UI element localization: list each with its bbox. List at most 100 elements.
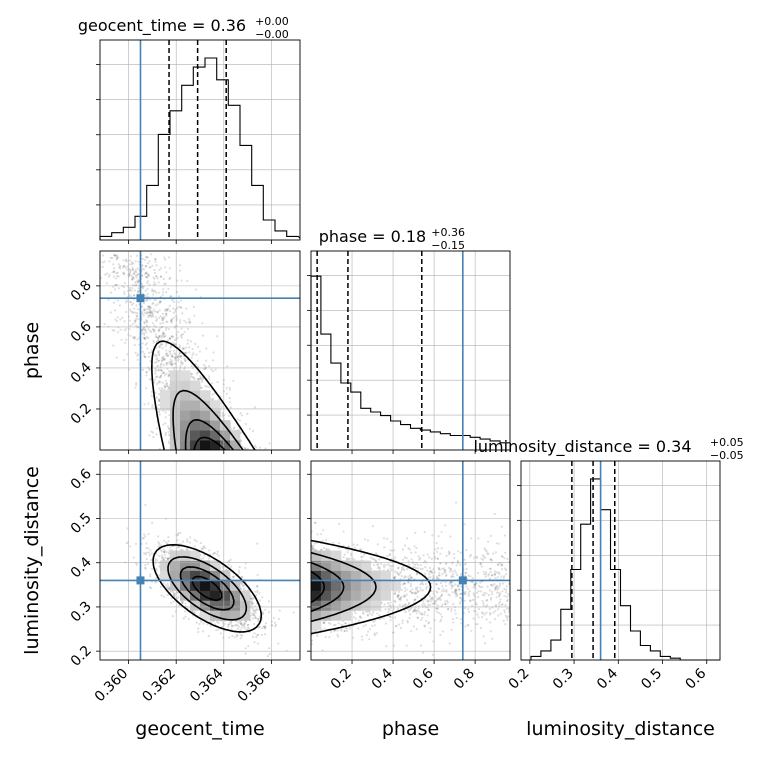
panel-geocent_time-vs-phase-sample-point xyxy=(140,274,144,277)
panel-phase-vs-luminosity_distance-sample-point xyxy=(485,599,488,602)
panel-geocent_time-vs-phase-sample-point xyxy=(179,362,183,365)
panel-phase-vs-luminosity_distance-sample-point xyxy=(493,572,496,575)
panel-geocent_time-vs-phase-sample-point xyxy=(151,303,154,306)
panel-geocent_time-vs-phase-sample-point xyxy=(113,254,116,257)
panel-phase-vs-luminosity_distance-sample-point xyxy=(328,636,331,639)
panel-phase-vs-luminosity_distance-sample-point xyxy=(454,591,458,595)
panel-phase-vs-luminosity_distance-sample-point xyxy=(438,571,441,574)
panel-geocent_time-vs-phase-sample-point xyxy=(149,298,152,301)
panel-geocent_time-vs-phase-sample-point xyxy=(158,354,161,357)
panel-geocent_time-vs-luminosity_distance-sample-point xyxy=(167,536,170,539)
panel-geocent_time-vs-phase-sample-point xyxy=(170,319,173,322)
panel-geocent_time-vs-phase-sample-point xyxy=(131,303,134,306)
panel-geocent_time-vs-phase-sample-point xyxy=(158,335,161,338)
panel-geocent_time-vs-luminosity_distance-sample-point xyxy=(236,633,239,637)
panel-geocent_time-vs-phase-density-cell xyxy=(190,380,201,391)
panel-geocent_time-vs-phase-sample-point xyxy=(150,351,153,354)
panel-phase-vs-luminosity_distance-sample-point xyxy=(397,566,400,569)
panel-geocent_time-vs-phase-sample-point xyxy=(121,316,124,319)
panel-geocent_time-vs-phase-sample-point xyxy=(114,309,117,312)
panel-phase-vs-luminosity_distance-sample-point xyxy=(500,575,503,578)
panel-geocent_time-vs-phase-sample-point xyxy=(186,327,190,330)
panel-geocent_time-vs-phase-sample-point xyxy=(177,359,180,362)
panel-geocent_time-vs-phase-sample-point xyxy=(163,388,166,391)
panel-phase-vs-luminosity_distance-sample-point xyxy=(495,584,498,587)
panel-geocent_time-vs-luminosity_distance-sample-point xyxy=(154,581,158,584)
panel-geocent_time-vs-luminosity_distance-sample-point xyxy=(227,625,230,628)
panel-geocent_time-vs-phase-sample-point xyxy=(145,312,148,315)
panel-phase-vs-luminosity_distance-sample-point xyxy=(507,593,510,596)
panel-geocent_time-vs-luminosity_distance-sample-point xyxy=(150,567,154,570)
panel-phase-vs-luminosity_distance-sample-point xyxy=(444,574,448,578)
panel-phase-vs-luminosity_distance-sample-point xyxy=(498,595,501,598)
panel-geocent_time-vs-phase-sample-point xyxy=(177,358,180,361)
panel-geocent_time-vs-phase-sample-point xyxy=(132,294,136,297)
panel-phase-vs-luminosity_distance-sample-point xyxy=(415,573,419,576)
panel-geocent_time-vs-phase-sample-point xyxy=(155,354,158,357)
panel-geocent_time-vs-luminosity_distance-sample-point xyxy=(229,558,232,561)
panel-geocent_time-vs-phase-sample-point xyxy=(145,371,148,374)
panel-geocent_time-vs-luminosity_distance-density-cell xyxy=(230,590,241,601)
panel-geocent_time-vs-phase-sample-point xyxy=(91,257,93,259)
panel-phase-vs-luminosity_distance-sample-point xyxy=(475,603,478,606)
panel-phase-vs-luminosity_distance-sample-point xyxy=(500,564,503,567)
panel-geocent_time-vs-luminosity_distance-sample-point xyxy=(278,609,281,612)
panel-geocent_time-vs-phase-sample-point xyxy=(151,312,154,315)
panel-geocent_time-vs-phase-sample-point xyxy=(154,355,157,358)
panel-geocent_time-vs-phase-sample-point xyxy=(172,307,175,310)
panel-geocent_time-vs-phase-sample-point xyxy=(124,301,127,304)
panel-geocent_time-vs-luminosity_distance-sample-point xyxy=(160,548,163,552)
panel-phase-vs-luminosity_distance-sample-point xyxy=(488,589,492,592)
panel-geocent_time-vs-phase-sample-point xyxy=(146,276,149,279)
panel-geocent_time-vs-phase-sample-point xyxy=(141,329,144,332)
panel-phase-vs-luminosity_distance-sample-point xyxy=(459,593,462,596)
panel-geocent_time-vs-luminosity_distance-sample-point xyxy=(168,549,171,552)
panel-geocent_time-vs-phase-sample-point xyxy=(168,372,171,375)
panel-geocent_time-vs-phase-sample-point xyxy=(179,355,182,358)
panel-geocent_time-vs-phase-sample-point xyxy=(176,355,179,358)
panel-geocent_time-vs-luminosity_distance-sample-point xyxy=(201,630,204,633)
panel-phase-vs-luminosity_distance-sample-point xyxy=(417,590,420,593)
panel-phase-vs-luminosity_distance-sample-point xyxy=(393,576,396,580)
panel-geocent_time-vs-luminosity_distance-sample-point xyxy=(256,633,259,637)
panel-geocent_time-vs-phase-sample-point xyxy=(158,345,161,349)
panel-geocent_time-vs-phase-sample-point xyxy=(164,328,167,331)
panel-geocent_time-vs-luminosity_distance-sample-point xyxy=(250,597,253,600)
panel-geocent_time-vs-phase-sample-point xyxy=(143,332,146,335)
panel-geocent_time-vs-phase-sample-point xyxy=(158,268,161,272)
panel-phase-vs-luminosity_distance-sample-point xyxy=(504,551,507,554)
panel-phase-vs-luminosity_distance-sample-point xyxy=(445,554,448,558)
panel-phase-vs-luminosity_distance-sample-point xyxy=(414,598,417,601)
panel-geocent_time-vs-phase-sample-point xyxy=(204,365,207,368)
panel-phase-vs-luminosity_distance-sample-point xyxy=(501,555,504,558)
panel-geocent_time-vs-phase-sample-point xyxy=(144,355,147,358)
panel-geocent_time-vs-phase-sample-point xyxy=(143,403,146,406)
panel-geocent_time-vs-luminosity_distance-sample-point xyxy=(171,590,174,593)
panel-phase-vs-luminosity_distance-sample-point xyxy=(460,592,463,595)
panel-geocent_time-vs-phase-sample-point xyxy=(190,356,193,359)
panel-geocent_time-vs-luminosity_distance-density-cell xyxy=(180,570,191,581)
panel-geocent_time-vs-phase-sample-point xyxy=(146,272,149,275)
panel-geocent_time-vs-phase-sample-point xyxy=(137,290,140,293)
panel-geocent_time-vs-phase-sample-point xyxy=(183,330,186,333)
panel-phase-vs-luminosity_distance-sample-point xyxy=(429,575,432,579)
panel-geocent_time-vs-phase-sample-point xyxy=(133,289,136,292)
panel-geocent_time-vs-phase-sample-point xyxy=(145,319,149,323)
panel-geocent_time-vs-luminosity_distance-sample-point xyxy=(234,636,237,639)
panel-geocent_time-vs-phase-sample-point xyxy=(158,345,161,348)
panel-geocent_time-vs-phase-sample-point xyxy=(180,336,184,339)
panel-geocent_time-vs-phase-sample-point xyxy=(160,387,163,390)
panel-geocent_time-vs-phase-sample-point xyxy=(118,266,121,269)
panel-geocent_time-vs-phase-sample-point xyxy=(134,386,137,389)
panel-geocent_time-vs-luminosity_distance-sample-point xyxy=(258,592,261,595)
panel-geocent_time-vs-phase-sample-point xyxy=(158,413,161,416)
panel-geocent_time-vs-phase-sample-point xyxy=(108,260,111,263)
panel-geocent_time-vs-phase-sample-point xyxy=(253,444,256,447)
panel-phase-vs-luminosity_distance-sample-point xyxy=(373,634,376,637)
panel-geocent_time-vs-phase-sample-point xyxy=(133,270,136,273)
panel-geocent_time-vs-phase-sample-point xyxy=(170,364,173,367)
panel-geocent_time-vs-luminosity_distance-sample-point xyxy=(182,617,185,620)
panel-phase-vs-luminosity_distance-sample-point xyxy=(423,598,426,601)
panel-geocent_time-vs-phase-sample-point xyxy=(165,271,168,274)
panel-phase-vs-luminosity_distance-sample-point xyxy=(313,542,316,545)
